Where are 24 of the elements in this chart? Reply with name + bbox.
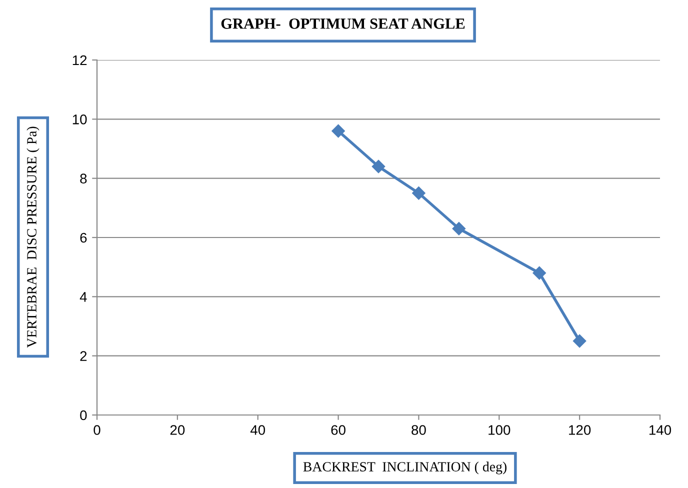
x-tick-label: 140 [649,425,672,435]
y-tick-label: 12 [72,55,87,66]
x-tick-label: 60 [331,425,346,435]
x-tick-label: 120 [569,425,591,435]
y-tick-label: 0 [80,410,87,420]
x-tick-label: 0 [94,425,100,435]
x-tick-label: 40 [250,425,266,435]
point [572,334,586,348]
point [412,186,426,200]
y-axis-title: VERTEBRAE DISC PRESSURE ( Pa) [26,126,40,348]
point [372,160,386,174]
y-tick-label: 6 [80,232,87,243]
point [332,124,345,138]
point [532,266,546,280]
chart-title: GRAPH- OPTIMUM SEAT ANGLE [221,18,465,29]
y-tick-label: 4 [80,292,87,302]
point [452,222,466,236]
x-tick-label: 80 [412,425,426,435]
y-tick-label: 10 [72,114,87,124]
x-tick-label: 20 [170,425,185,435]
x-axis-title: BACKREST INCLINATION ( deg) [303,462,506,474]
x-tick-label: 100 [488,425,510,435]
y-tick-label: 8 [80,174,87,184]
y-tick-label: 2 [80,351,87,361]
